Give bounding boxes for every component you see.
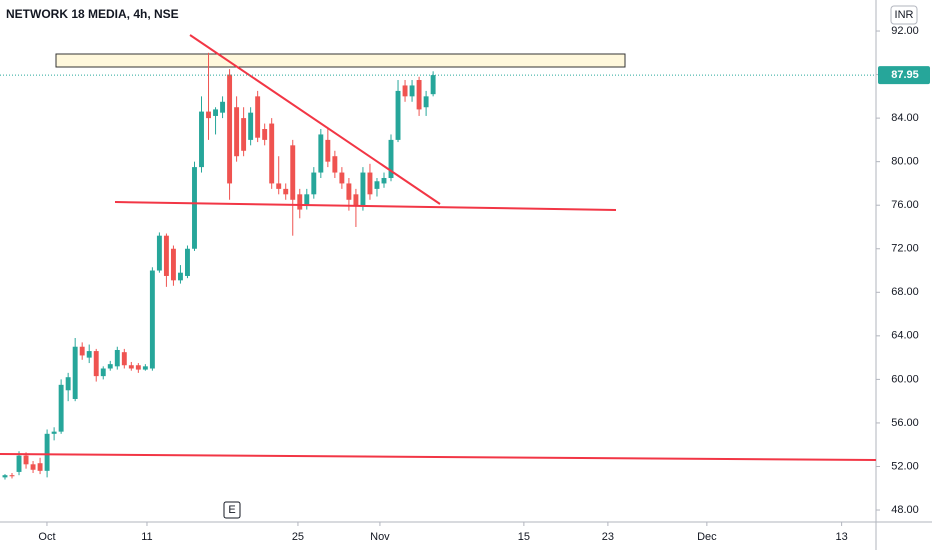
candle-body	[220, 101, 226, 113]
candle-body	[311, 172, 317, 195]
candle-body	[37, 463, 43, 471]
y-tick-label: 68.00	[891, 286, 919, 298]
candle-body	[93, 351, 99, 377]
candle-body	[269, 123, 275, 184]
candle-body	[23, 455, 29, 465]
candle-body	[213, 109, 218, 116]
candle-body	[30, 464, 36, 470]
last-price-box	[878, 66, 930, 85]
x-tick-label: 13	[835, 531, 847, 543]
event-box[interactable]	[223, 501, 241, 519]
candles	[2, 52, 436, 480]
candle-body	[430, 75, 436, 95]
candle-body	[339, 172, 345, 184]
candle-body	[304, 194, 310, 206]
candle-body	[149, 270, 155, 369]
candle-body	[163, 235, 169, 276]
candle-body	[128, 365, 134, 369]
candle-body	[353, 194, 359, 206]
chart-title: NETWORK 18 MEDIA, 4h, NSE	[6, 7, 179, 21]
candle-body	[65, 377, 71, 391]
candle-body	[234, 107, 240, 157]
candle-body	[423, 96, 429, 108]
candle-body	[142, 366, 148, 370]
y-tick-label: 76.00	[891, 199, 919, 211]
candle-body	[177, 272, 183, 281]
candle-body	[318, 134, 324, 173]
resistance-zone	[55, 53, 626, 68]
candle-body	[51, 431, 57, 434]
candle-body	[248, 112, 254, 140]
candle-body	[72, 346, 78, 399]
candle-body	[121, 352, 127, 366]
x-tick-label: Dec	[697, 531, 717, 543]
y-tick-label: 48.00	[891, 504, 919, 516]
candle-body	[79, 346, 85, 356]
trend-line	[189, 34, 441, 205]
candle-body	[297, 194, 303, 210]
candle-body	[114, 349, 120, 367]
candle-body	[388, 139, 394, 178]
candle-body	[199, 111, 204, 168]
candle-body	[135, 365, 141, 370]
candle-body	[86, 351, 92, 358]
y-tick-label: 92.00	[891, 25, 919, 37]
candle-body	[346, 183, 352, 200]
last-price-label: 87.95	[891, 69, 919, 81]
candle-body	[9, 475, 15, 477]
candle-body	[276, 183, 282, 189]
y-tick-label: 84.00	[891, 112, 919, 124]
y-tick-label: 80.00	[891, 156, 919, 168]
candle-body	[381, 177, 387, 184]
candle-body	[44, 433, 50, 471]
currency-box[interactable]	[890, 5, 918, 25]
candle-body	[283, 188, 289, 195]
trend-line	[0, 453, 877, 461]
y-tick-label: 60.00	[891, 373, 919, 385]
candle-body	[16, 455, 22, 472]
candle-body	[360, 172, 366, 206]
candle-body	[185, 248, 190, 276]
candle-body	[416, 80, 422, 110]
y-tick-label: 52.00	[891, 460, 919, 472]
candle-body	[255, 96, 261, 138]
x-tick-label: 11	[141, 531, 152, 543]
x-tick-label: 15	[518, 531, 530, 543]
y-tick-label: 64.00	[891, 330, 919, 342]
trend-line	[114, 201, 617, 211]
candle-body	[374, 181, 380, 189]
candle-body	[241, 118, 247, 151]
candle-body	[206, 111, 211, 119]
candle-body	[332, 156, 338, 173]
candle-body	[402, 85, 408, 97]
candle-body	[192, 167, 197, 249]
candle-body	[58, 384, 64, 432]
candle-body	[395, 90, 401, 140]
x-tick-label: 23	[602, 531, 614, 543]
candle-body	[107, 364, 113, 369]
candle-body	[290, 145, 296, 200]
event-marker: E	[228, 504, 235, 516]
candle-body	[2, 475, 8, 478]
y-tick-label: 72.00	[891, 243, 919, 255]
y-tick-label: 56.00	[891, 417, 919, 429]
candle-body	[227, 74, 233, 184]
candle-body	[409, 85, 415, 97]
candle-body	[156, 235, 162, 271]
currency: INR	[895, 9, 914, 21]
candle-body	[262, 129, 268, 140]
candle-body	[170, 248, 176, 281]
x-tick-label: Oct	[38, 531, 55, 543]
x-tick-label: 25	[292, 531, 304, 543]
x-tick-label: Nov	[370, 531, 390, 543]
candle-body	[367, 172, 373, 195]
candle-body	[325, 139, 331, 162]
candle-body	[100, 368, 106, 377]
